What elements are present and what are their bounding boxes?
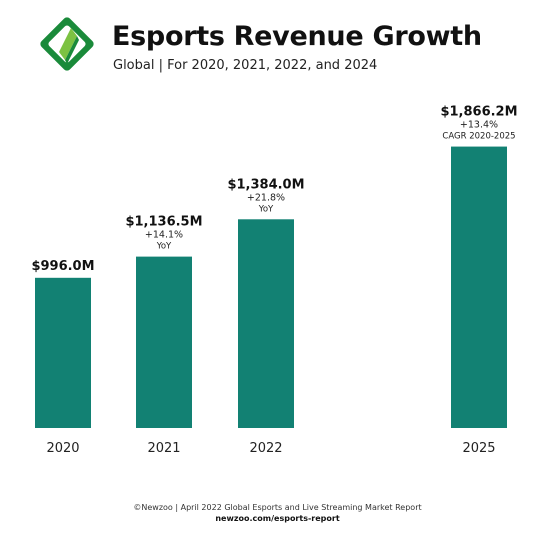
page-subtitle: Global | For 2020, 2021, 2022, and 2024 xyxy=(113,58,378,73)
value-label-2022: $1,384.0M xyxy=(227,177,304,192)
growth-label-2021: +14.1% xyxy=(145,230,183,241)
revenue-bar-chart: 2020$996.0M2021YoY+14.1%$1,136.5M2022YoY… xyxy=(31,105,517,456)
page-title: Esports Revenue Growth xyxy=(112,21,482,52)
growth-label-2022: +21.8% xyxy=(247,192,285,203)
x-tick-label-2020: 2020 xyxy=(46,441,79,456)
bar-2022 xyxy=(238,219,294,428)
growth-note-2021: YoY xyxy=(156,242,172,252)
x-tick-label-2022: 2022 xyxy=(249,441,282,456)
x-tick-label-2021: 2021 xyxy=(147,441,180,456)
value-label-2021: $1,136.5M xyxy=(125,215,202,230)
bar-2021 xyxy=(136,256,192,428)
source-note: ©Newzoo | April 2022 Global Esports and … xyxy=(133,503,422,512)
value-label-2025: $1,866.2M xyxy=(440,105,517,120)
growth-label-2025: +13.4% xyxy=(460,120,498,131)
growth-note-2025: CAGR 2020-2025 xyxy=(442,132,515,142)
x-tick-label-2025: 2025 xyxy=(462,441,495,456)
report-link[interactable]: newzoo.com/esports-report xyxy=(215,514,340,523)
value-label-2020: $996.0M xyxy=(31,259,94,274)
bar-2020 xyxy=(35,277,91,428)
growth-note-2022: YoY xyxy=(258,204,274,214)
newzoo-logo-icon xyxy=(40,17,94,71)
bar-2025 xyxy=(451,146,507,429)
